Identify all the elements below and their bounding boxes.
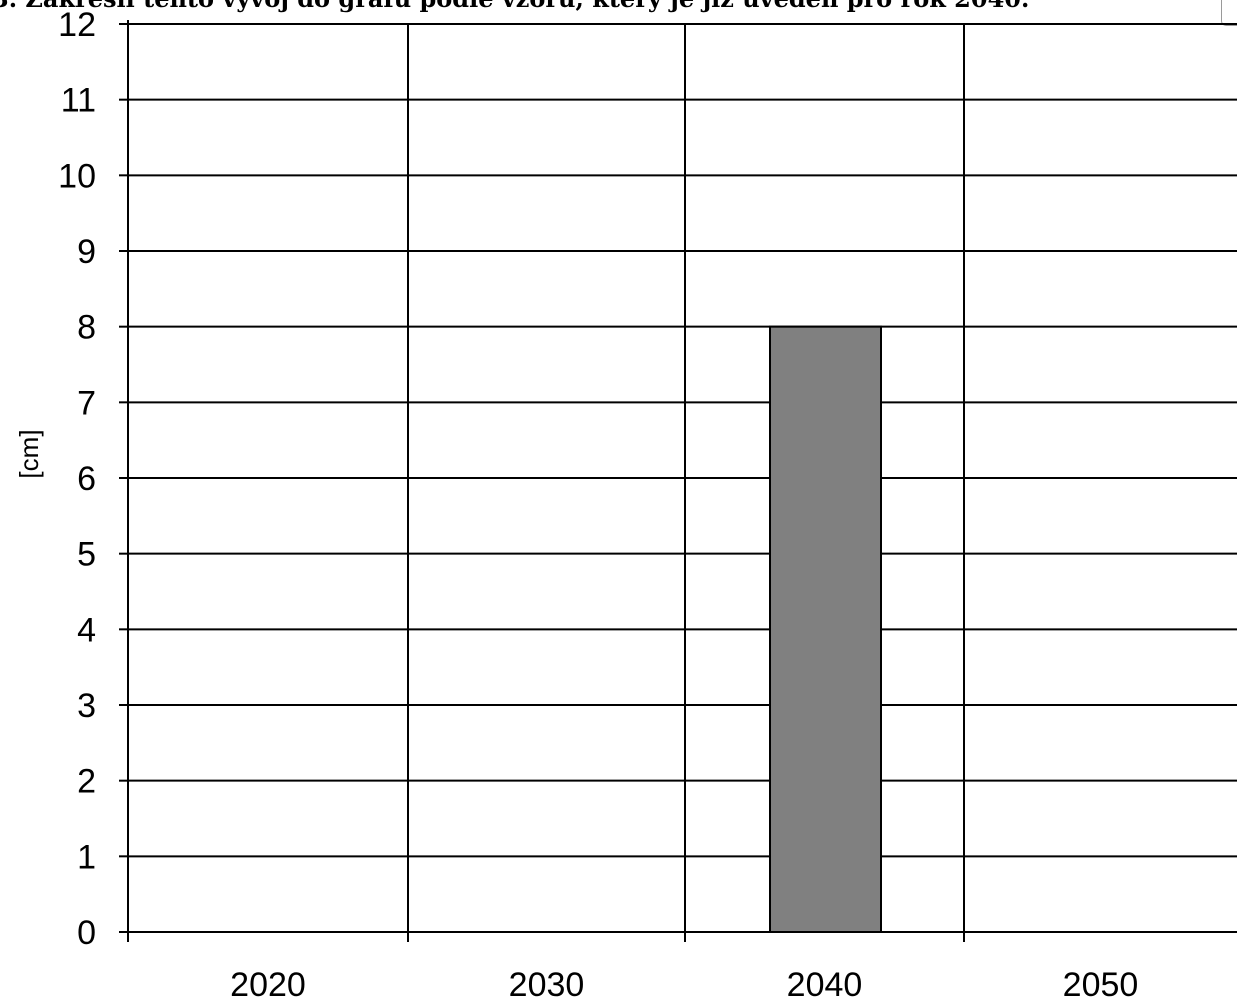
y-tick-label-4: 4 (77, 611, 96, 649)
x-tick-label-2020: 2020 (230, 966, 306, 1001)
y-tick-label-2: 2 (77, 763, 96, 801)
y-tick-label-10: 10 (58, 157, 96, 195)
y-tick-label-6: 6 (77, 460, 96, 498)
x-tick-labels: 2020 2030 2040 2050 (230, 966, 1138, 1001)
y-tick-label-3: 3 (77, 687, 96, 725)
y-tick-label-0: 0 (77, 914, 96, 952)
x-tick-label-2040: 2040 (787, 966, 863, 1001)
y-axis-label: [cm] (14, 429, 44, 478)
axes (119, 20, 1237, 942)
y-tick-label-9: 9 (77, 233, 96, 271)
corner-button[interactable] (1221, 0, 1237, 26)
y-tick-label-7: 7 (77, 384, 96, 422)
grid-lines (128, 23, 1237, 932)
x-tick-label-2030: 2030 (509, 966, 585, 1001)
bar-2040 (769, 325, 882, 933)
y-tick-label-12: 12 (58, 6, 96, 44)
task-caption: 3. Zakresli tento vývoj do grafu podle v… (0, 0, 1202, 13)
x-tick-label-2050: 2050 (1063, 966, 1139, 1001)
bars (769, 325, 882, 933)
y-tick-label-5: 5 (77, 536, 96, 574)
y-tick-label-8: 8 (77, 309, 96, 347)
y-tick-label-1: 1 (77, 838, 96, 876)
y-tick-label-11: 11 (61, 82, 96, 120)
